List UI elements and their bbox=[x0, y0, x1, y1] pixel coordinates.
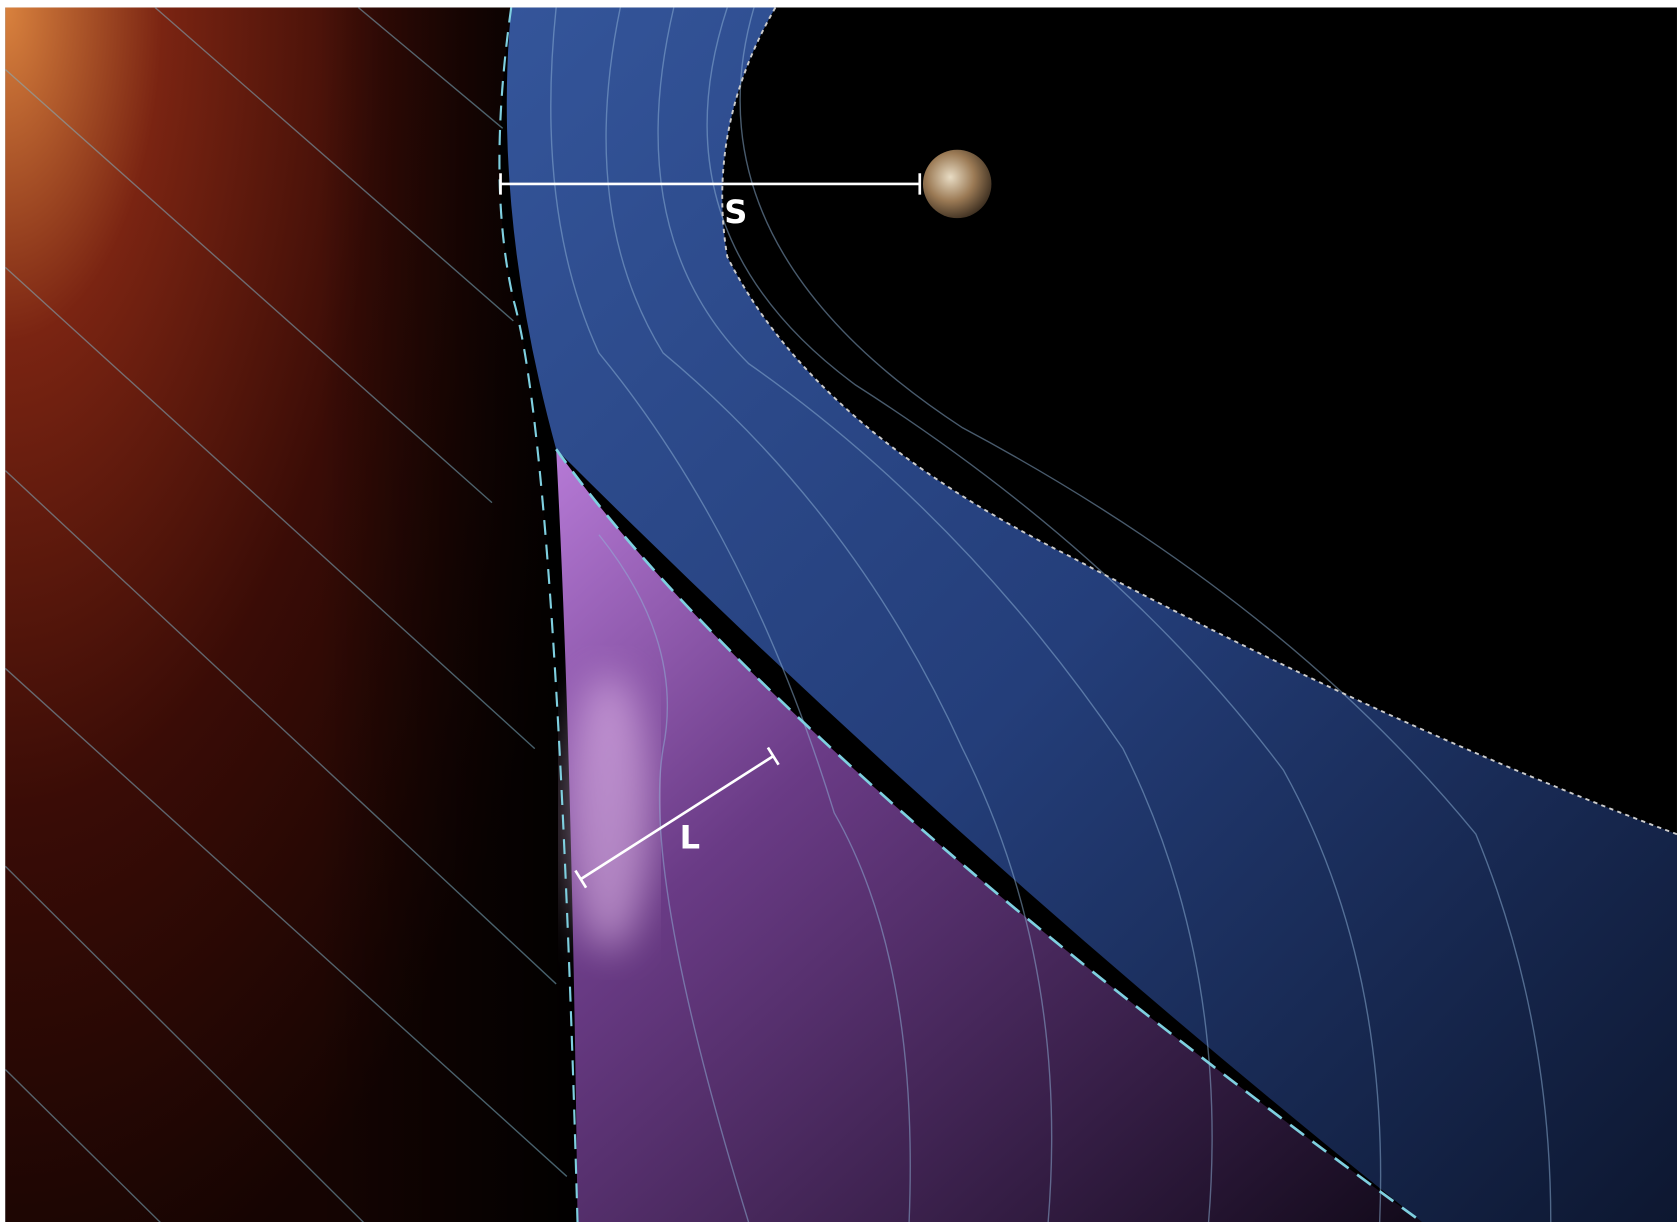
sheath-lines bbox=[550, 7, 1552, 1222]
solar-wind-shade bbox=[5, 7, 578, 1222]
l-label: L bbox=[680, 819, 700, 857]
magnetosheath bbox=[506, 7, 1677, 1222]
s-label: S bbox=[724, 193, 747, 231]
s-measure bbox=[499, 173, 922, 195]
glow bbox=[566, 673, 653, 952]
foreshock bbox=[556, 449, 1422, 1222]
field-lines bbox=[4, 6, 568, 1222]
shock-front bbox=[555, 448, 1424, 1222]
l-measure bbox=[574, 746, 780, 889]
scene: S L bbox=[4, 6, 1677, 1222]
bow-shock bbox=[498, 7, 579, 1222]
magnetopause bbox=[721, 7, 1677, 836]
planet bbox=[922, 149, 992, 219]
